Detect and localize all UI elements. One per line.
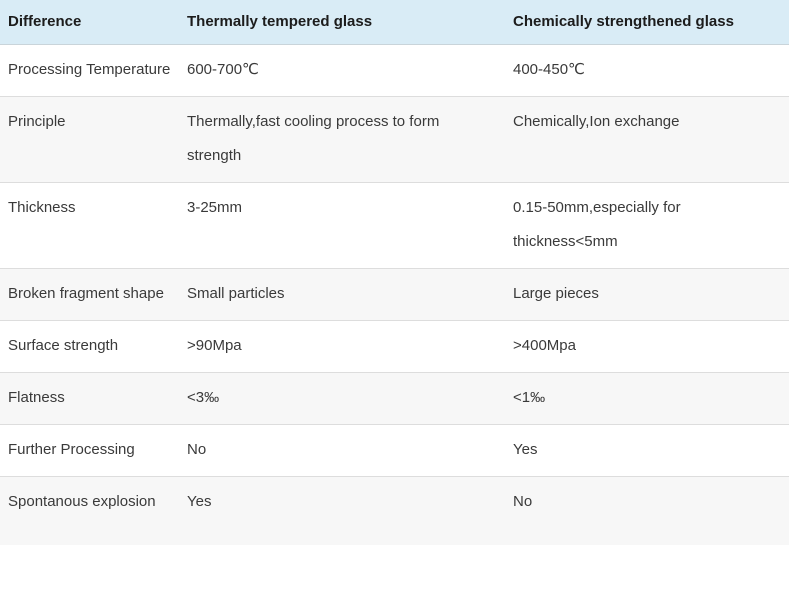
chemical-value-cell: Yes: [513, 441, 538, 458]
row-label-cell: Further Processing: [8, 441, 135, 458]
thermal-value-cell: Thermally,fast cooling process to form s…: [187, 113, 440, 164]
chemical-value-cell: <1‰: [513, 389, 546, 406]
chemical-value-cell: 0.15-50mm,especially for thickness<5mm: [513, 199, 681, 250]
table-row: Broken fragment shape Small particles La…: [0, 268, 789, 321]
table-body: Processing Temperature 600-700℃ 400-450℃…: [0, 44, 789, 545]
glass-comparison-table: Difference Thermally tempered glass Chem…: [0, 0, 789, 545]
row-label-cell: Surface strength: [8, 337, 119, 354]
chemical-value-cell: 400-450℃: [513, 61, 585, 78]
thermal-value-cell: No: [187, 441, 207, 458]
table-row: Principle Thermally,fast cooling process…: [0, 96, 789, 183]
row-label-cell: Thickness: [8, 199, 76, 216]
row-label-cell: Spontanous explosion: [8, 493, 156, 510]
thermal-value-cell: Small particles: [187, 285, 285, 302]
table-row: Surface strength >90Mpa >400Mpa: [0, 320, 789, 373]
thermal-value-cell: Yes: [187, 493, 212, 510]
table-row: Flatness <3‰ <1‰: [0, 372, 789, 425]
thermal-value-cell: >90Mpa: [187, 337, 242, 354]
thermal-value-cell: 600-700℃: [187, 61, 259, 78]
table-row: Processing Temperature 600-700℃ 400-450℃: [0, 44, 789, 97]
column-header-thermally-tempered: Thermally tempered glass: [179, 0, 505, 45]
table-row: Further Processing No Yes: [0, 424, 789, 477]
chemical-value-cell: No: [513, 493, 533, 510]
column-header-difference: Difference: [0, 0, 179, 45]
row-label-cell: Principle: [8, 113, 66, 130]
column-header-chemically-strengthened: Chemically strengthened glass: [505, 0, 789, 45]
chemical-value-cell: Chemically,Ion exchange: [513, 113, 680, 130]
table-header: Difference Thermally tempered glass Chem…: [0, 0, 789, 45]
header-row: Difference Thermally tempered glass Chem…: [0, 0, 789, 45]
table-row: Thickness 3-25mm 0.15-50mm,especially fo…: [0, 182, 789, 269]
chemical-value-cell: >400Mpa: [513, 337, 576, 354]
row-label-cell: Broken fragment shape: [8, 285, 164, 302]
row-label-cell: Processing Temperature: [8, 61, 171, 78]
chemical-value-cell: Large pieces: [513, 285, 599, 302]
table-row: Spontanous explosion Yes No: [0, 476, 789, 545]
thermal-value-cell: <3‰: [187, 389, 220, 406]
row-label-cell: Flatness: [8, 389, 65, 406]
thermal-value-cell: 3-25mm: [187, 199, 243, 216]
